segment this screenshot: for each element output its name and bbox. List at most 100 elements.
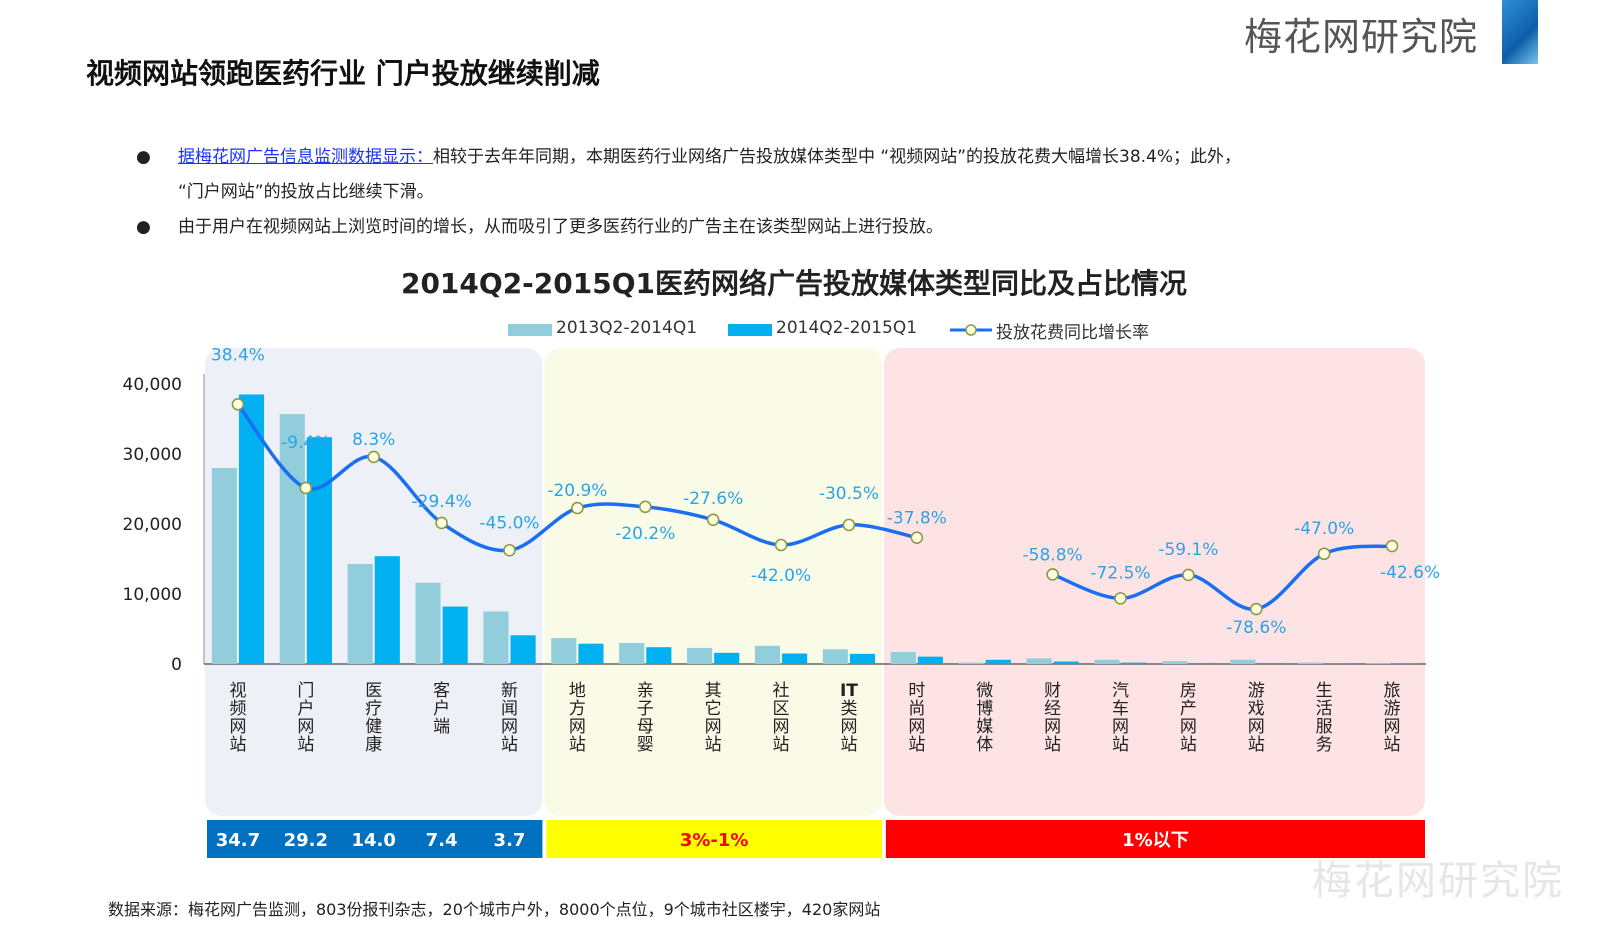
x-category-label: 生活服务 bbox=[1316, 681, 1333, 755]
bar-series-1-14 bbox=[1094, 659, 1120, 664]
x-category-label: 微博媒体 bbox=[976, 681, 993, 755]
x-category-label: 客户端 bbox=[433, 681, 450, 737]
growth-data-label: -58.8% bbox=[1023, 545, 1083, 565]
bar-series-1-15 bbox=[1162, 661, 1188, 664]
legend-label: 2014Q2-2015Q1 bbox=[776, 318, 918, 338]
bar-series-2-8 bbox=[714, 652, 740, 664]
growth-data-label: 8.3% bbox=[352, 430, 395, 450]
bar-series-1-3 bbox=[347, 563, 373, 664]
share-range-label: 1%以下 bbox=[1122, 830, 1189, 851]
bar-series-1-6 bbox=[551, 638, 577, 664]
bar-series-1-7 bbox=[619, 643, 645, 664]
share-value: 34.7 bbox=[216, 830, 260, 851]
bar-series-1-9 bbox=[754, 645, 781, 664]
growth-data-label: -29.4% bbox=[412, 492, 472, 512]
growth-data-label: -47.0% bbox=[1294, 519, 1354, 539]
x-category-label: 时尚网站 bbox=[908, 681, 925, 755]
growth-data-label: -9.4% bbox=[281, 433, 330, 453]
share-value: 3.7 bbox=[494, 830, 526, 851]
bar-series-2-9 bbox=[782, 653, 808, 664]
y-tick-label: 20,000 bbox=[123, 515, 182, 535]
bar-series-2-2 bbox=[306, 437, 332, 664]
bullet-item: ● 由于用户在视频网站上浏览时间的增长，从而吸引了更多医药行业的广告主在该类型网… bbox=[136, 210, 1436, 245]
growth-data-label: -72.5% bbox=[1090, 563, 1150, 583]
x-category-label: 财经网站 bbox=[1044, 681, 1061, 755]
bar-series-2-16 bbox=[1257, 662, 1283, 664]
growth-point-18 bbox=[1385, 539, 1399, 553]
x-category-label: 汽车网站 bbox=[1112, 681, 1129, 755]
brand-logo-bar bbox=[1502, 0, 1538, 64]
data-source-note: 数据来源：梅花网广告监测，803份报刊杂志，20个城市户外，8000个点位，9个… bbox=[108, 900, 881, 919]
growth-point-9 bbox=[774, 538, 788, 552]
bar-series-1-11 bbox=[890, 652, 916, 664]
bar-series-2-5 bbox=[510, 635, 536, 664]
bullet-dot: ● bbox=[136, 217, 151, 237]
chart-title: 2014Q2-2015Q1医药网络广告投放媒体类型同比及占比情况 bbox=[400, 267, 1188, 300]
bar-series-1-5 bbox=[483, 611, 509, 664]
growth-point-2 bbox=[299, 481, 313, 495]
growth-data-label: -78.6% bbox=[1226, 618, 1286, 638]
y-tick-label: 10,000 bbox=[123, 585, 182, 605]
growth-point-11 bbox=[910, 531, 924, 544]
growth-point-17 bbox=[1317, 547, 1331, 561]
bar-series-2-4 bbox=[442, 606, 468, 664]
brand-name: 梅花网研究院 bbox=[1243, 15, 1478, 59]
x-category-label: 旅游网站 bbox=[1384, 681, 1401, 755]
bar-series-1-12 bbox=[958, 662, 984, 664]
bar-series-1-17 bbox=[1298, 662, 1324, 664]
growth-data-label: -30.5% bbox=[819, 484, 879, 504]
group-panel-3 bbox=[883, 348, 1425, 816]
x-category-label: 社区网站 bbox=[773, 681, 790, 755]
bar-series-1-16 bbox=[1230, 659, 1256, 664]
share-value: 14.0 bbox=[352, 830, 396, 851]
x-category-label: 房产网站 bbox=[1180, 681, 1197, 755]
growth-point-7 bbox=[638, 500, 652, 514]
growth-data-label: -59.1% bbox=[1158, 540, 1218, 560]
x-category-label: 其它网站 bbox=[705, 681, 722, 755]
growth-point-6 bbox=[571, 501, 584, 515]
growth-data-label: -27.6% bbox=[683, 489, 743, 509]
legend-label: 2013Q2-2014Q1 bbox=[556, 318, 698, 338]
bar-series-2-15 bbox=[1189, 662, 1215, 664]
growth-point-1 bbox=[231, 397, 245, 411]
bar-series-1-18 bbox=[1365, 663, 1392, 664]
growth-data-label: -37.8% bbox=[887, 509, 947, 529]
bar-series-2-10 bbox=[849, 653, 876, 664]
bar-series-1-2 bbox=[279, 414, 305, 664]
watermark: 梅花网研究院 bbox=[1312, 858, 1564, 904]
growth-data-label: -20.9% bbox=[547, 481, 607, 501]
x-category-label: 游戏网站 bbox=[1248, 681, 1265, 755]
bullet-text-continued: “门户网站”的投放占比继续下滑。 bbox=[178, 182, 434, 202]
source-link[interactable]: 据梅花网广告信息监测数据显示： bbox=[178, 147, 433, 167]
x-category-label: 医疗健康 bbox=[365, 681, 382, 755]
growth-data-label: -20.2% bbox=[615, 524, 675, 544]
growth-data-label: -45.0% bbox=[479, 513, 539, 533]
growth-point-8 bbox=[706, 513, 720, 527]
bullet-dot: ● bbox=[136, 147, 151, 167]
legend-label: 投放花费同比增长率 bbox=[996, 323, 1149, 343]
x-category-label: 亲子母婴 bbox=[637, 681, 654, 755]
bullet-list: ● 据梅花网广告信息监测数据显示：相较于去年年同期，本期医药行业网络广告投放媒体… bbox=[136, 140, 1436, 245]
growth-point-15 bbox=[1182, 568, 1195, 582]
legend-swatch bbox=[508, 324, 552, 336]
growth-point-4 bbox=[435, 516, 448, 530]
bar-series-2-12 bbox=[985, 659, 1011, 664]
x-category-label: 视频网站 bbox=[229, 681, 246, 755]
legend-swatch bbox=[728, 324, 772, 336]
bar-series-2-13 bbox=[1053, 661, 1079, 664]
y-tick-label: 0 bbox=[171, 655, 182, 675]
bar-series-1-4 bbox=[415, 582, 441, 664]
growth-point-3 bbox=[367, 450, 381, 464]
growth-point-14 bbox=[1114, 592, 1127, 605]
bar-series-2-6 bbox=[578, 643, 604, 664]
x-category-label: 地方网站 bbox=[569, 681, 586, 755]
page-title: 视频网站领跑医药行业 门户投放继续削减 bbox=[86, 57, 600, 90]
bar-series-2-11 bbox=[917, 656, 943, 664]
x-category-label: 门户网站 bbox=[297, 681, 314, 755]
bullet-item: ● 据梅花网广告信息监测数据显示：相较于去年年同期，本期医药行业网络广告投放媒体… bbox=[136, 140, 1436, 210]
growth-line-segment-1 bbox=[236, 403, 918, 553]
bar-series-1-13 bbox=[1026, 658, 1052, 664]
growth-point-16 bbox=[1249, 602, 1263, 616]
bar-series-1-8 bbox=[687, 647, 713, 664]
y-tick-label: 40,000 bbox=[123, 375, 182, 395]
